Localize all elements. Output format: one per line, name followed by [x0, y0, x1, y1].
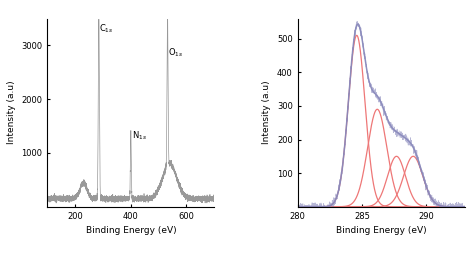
X-axis label: Binding Energy (eV): Binding Energy (eV) — [85, 226, 176, 235]
Y-axis label: Intensity (a.u): Intensity (a.u) — [7, 81, 16, 144]
Text: O$_{1s}$: O$_{1s}$ — [168, 46, 184, 59]
Text: N$_{1s}$: N$_{1s}$ — [132, 130, 147, 142]
Y-axis label: Intensity (a.u): Intensity (a.u) — [263, 81, 272, 144]
Text: C$_{1s}$: C$_{1s}$ — [100, 22, 114, 35]
X-axis label: Binding Energy (eV): Binding Energy (eV) — [336, 226, 427, 235]
